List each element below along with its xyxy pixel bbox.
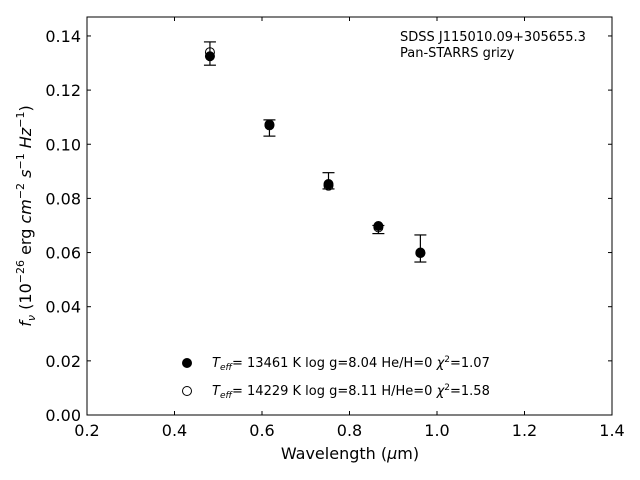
y-tick-label: 0.00 [45,406,81,425]
y-tick-label: 0.04 [45,298,81,317]
error-bars [203,41,427,263]
model-point-open [264,120,275,131]
y-tick-label: 0.06 [45,244,81,263]
x-tick-label: 0.8 [337,421,362,440]
y-axis-label: fν (10−26 erg cm−2 s−1 Hz−1) [14,105,38,326]
x-tick-label: 1.2 [512,421,537,440]
x-tick-label: 0.4 [162,421,187,440]
legend-marker-open [182,386,192,396]
y-tick-label: 0.12 [45,81,81,100]
annotation-survey: Pan-STARRS grizy [400,46,515,61]
x-tick-label: 0.6 [249,421,274,440]
y-tick-label: 0.14 [45,27,81,46]
x-tick-label: 0.2 [74,421,99,440]
x-tick-label: 1.0 [424,421,449,440]
model-point-open [323,180,334,191]
model-point-open [204,47,215,58]
axis-ticks: 0.2 0.4 0.6 0.8 1.0 1.2 1.4 0.00 0.02 0.04 0.06 0.0… [45,17,625,440]
y-tick-label: 0.10 [45,135,81,154]
y-tick-label: 0.02 [45,352,81,371]
legend-label-2: Teff= 14229 K log g=8.11 H/He=0 χ2=1.58 [212,383,490,401]
annotation-object-name: SDSS J115010.09+305655.3 [400,30,586,45]
x-tick-label: 1.4 [599,421,624,440]
model-point-open [415,248,426,259]
legend-marker-filled [182,358,192,368]
data-points [204,47,426,259]
x-axis-label: Wavelength (μm) [281,444,419,463]
y-tick-label: 0.08 [45,189,81,208]
legend-label-1: Teff= 13461 K log g=8.04 He/H=0 χ2=1.07 [212,355,490,373]
model-point-open [373,222,384,233]
model-point-filled [264,119,275,130]
legend: Teff= 13461 K log g=8.04 He/H=0 χ2=1.07 … [182,355,490,401]
